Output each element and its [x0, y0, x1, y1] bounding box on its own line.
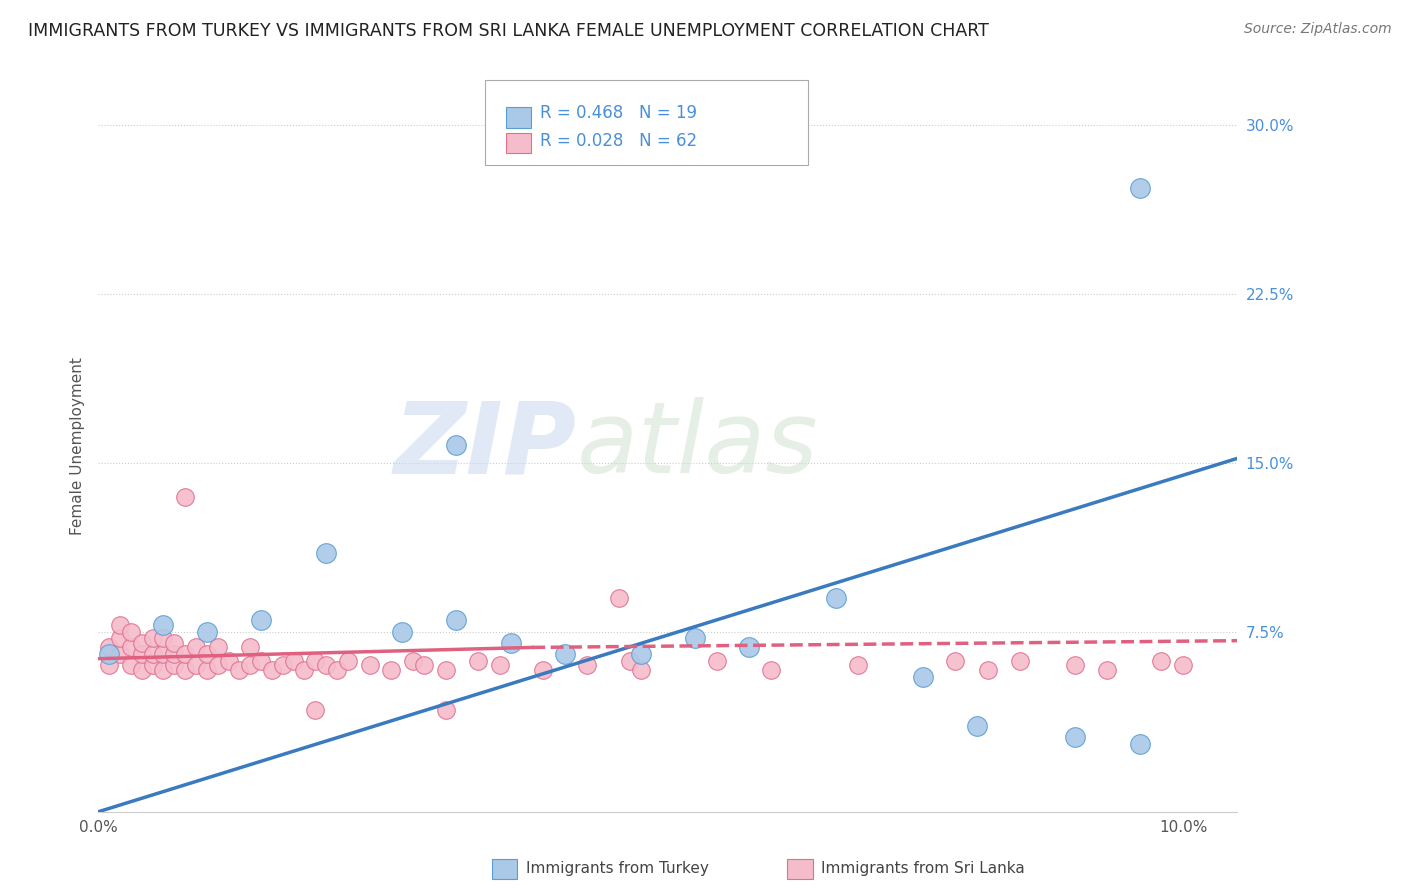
Point [738, 640, 761, 655]
Point [412, 658, 434, 673]
Text: atlas: atlas [576, 398, 818, 494]
Point [152, 632, 174, 646]
Point [759, 663, 782, 677]
Text: ZIP: ZIP [394, 398, 576, 494]
Point [630, 647, 652, 661]
Point [195, 647, 218, 661]
Text: Immigrants from Turkey: Immigrants from Turkey [526, 862, 709, 876]
Point [98, 640, 121, 655]
Point [163, 658, 186, 673]
Text: R = 0.468   N = 19: R = 0.468 N = 19 [540, 104, 697, 122]
Y-axis label: Female Unemployment: Female Unemployment [69, 357, 84, 535]
Point [1095, 663, 1118, 677]
Point [142, 658, 165, 673]
Point [152, 663, 174, 677]
Point [911, 670, 934, 684]
Point [250, 614, 273, 628]
Point [683, 632, 706, 646]
Point [402, 654, 425, 668]
Point [336, 654, 359, 668]
Point [630, 663, 652, 677]
Point [1063, 731, 1085, 745]
Point [554, 647, 576, 661]
Point [531, 663, 554, 677]
Point [120, 640, 142, 655]
Point [706, 654, 728, 668]
Point [131, 663, 153, 677]
Point [152, 647, 174, 661]
Point [184, 640, 207, 655]
Point [218, 654, 240, 668]
Point [446, 438, 468, 452]
Text: Source: ZipAtlas.com: Source: ZipAtlas.com [1244, 22, 1392, 37]
Point [1129, 737, 1152, 751]
Point [619, 654, 641, 668]
Point [163, 636, 186, 650]
Point [1010, 654, 1032, 668]
Point [1063, 658, 1085, 673]
Point [174, 647, 197, 661]
Point [315, 658, 337, 673]
Point [977, 663, 1000, 677]
Point [359, 658, 381, 673]
Text: R = 0.028   N = 62: R = 0.028 N = 62 [540, 132, 697, 150]
Point [250, 654, 273, 668]
Point [943, 654, 966, 668]
Point [1150, 654, 1173, 668]
Point [294, 663, 316, 677]
Point [108, 647, 131, 661]
Point [108, 632, 131, 646]
Point [108, 618, 131, 632]
Point [184, 658, 207, 673]
Point [142, 647, 165, 661]
Point [98, 647, 121, 661]
Point [207, 640, 229, 655]
Point [260, 663, 283, 677]
Point [315, 546, 337, 560]
Text: IMMIGRANTS FROM TURKEY VS IMMIGRANTS FROM SRI LANKA FEMALE UNEMPLOYMENT CORRELAT: IMMIGRANTS FROM TURKEY VS IMMIGRANTS FRO… [28, 22, 988, 40]
Point [174, 490, 197, 504]
Point [380, 663, 402, 677]
Point [98, 658, 121, 673]
Point [434, 703, 457, 717]
Point [152, 618, 174, 632]
Point [467, 654, 489, 668]
Point [488, 658, 510, 673]
Point [1171, 658, 1194, 673]
Point [195, 624, 218, 639]
Point [966, 719, 988, 733]
Point [131, 636, 153, 650]
Point [195, 663, 218, 677]
Point [499, 636, 522, 650]
Point [207, 658, 229, 673]
Point [846, 658, 869, 673]
Point [271, 658, 294, 673]
Point [825, 591, 848, 605]
Point [326, 663, 349, 677]
Point [575, 658, 598, 673]
Point [304, 703, 326, 717]
Point [174, 663, 197, 677]
Point [142, 632, 165, 646]
Text: Immigrants from Sri Lanka: Immigrants from Sri Lanka [821, 862, 1025, 876]
Point [434, 663, 457, 677]
Point [304, 654, 326, 668]
Point [239, 640, 262, 655]
Point [228, 663, 250, 677]
Point [120, 658, 142, 673]
Point [120, 624, 142, 639]
Point [391, 624, 413, 639]
Point [446, 614, 468, 628]
Point [607, 591, 630, 605]
Point [131, 647, 153, 661]
Point [1129, 181, 1152, 195]
Point [283, 654, 305, 668]
Point [239, 658, 262, 673]
Point [163, 647, 186, 661]
